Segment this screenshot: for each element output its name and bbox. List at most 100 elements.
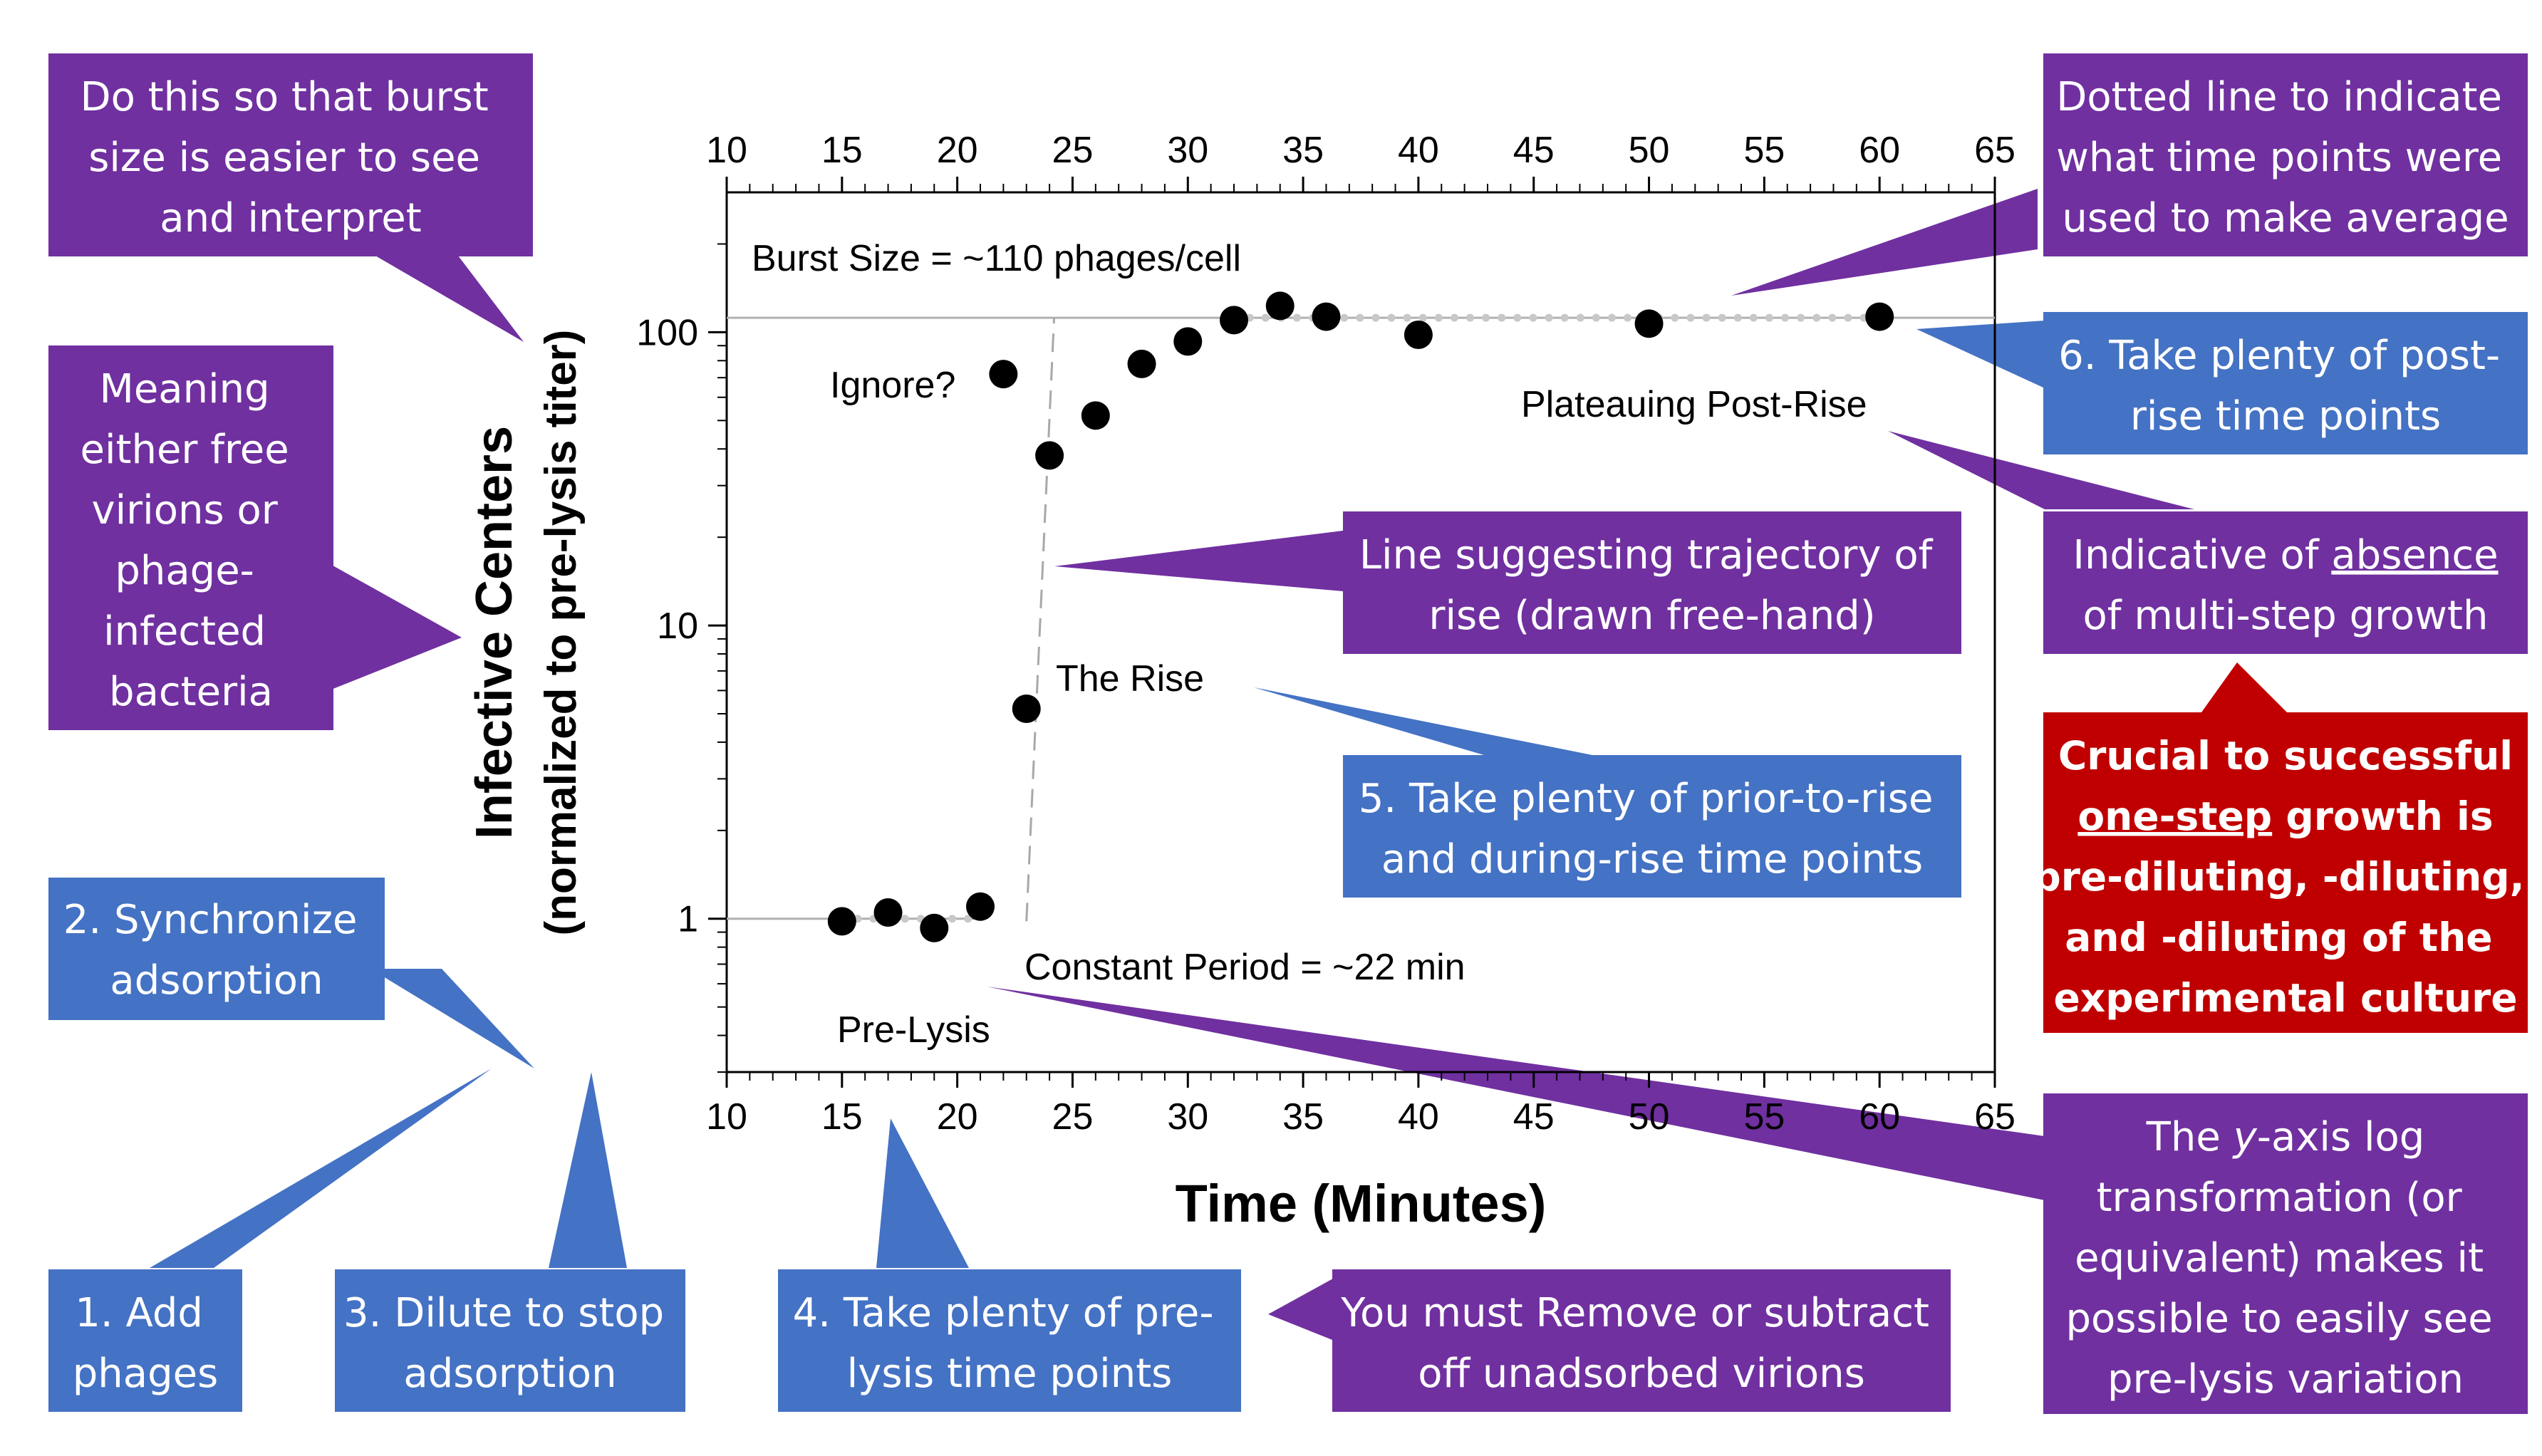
pointer-dotted-line	[1731, 189, 2038, 296]
y-tick-label: 100	[636, 312, 698, 353]
callout-remove-line: You must Remove or subtract	[1340, 1290, 1929, 1336]
pointer-multistep	[1888, 431, 2194, 509]
svg-text:pre-diluting, -diluting,: pre-diluting, -diluting, and -diluting o…	[2033, 854, 2538, 1021]
callout-meaning-line: Meaning	[100, 366, 270, 412]
callout-crucial-line2-rest: growth is	[2272, 794, 2493, 839]
data-point	[1012, 694, 1041, 723]
callout-post-rise-line: 6. Take plenty of post-	[2058, 333, 2500, 379]
callout-rise-points-line: and during-rise time points	[1381, 836, 1923, 883]
pointer-remove-unadsorbed	[1268, 1275, 1339, 1343]
x-tick-label: 15	[821, 1096, 863, 1138]
callout-prelysis-line: 4. Take plenty of pre-	[793, 1290, 1214, 1336]
callout-synchronize: 2. Synchronize adsorption	[48, 878, 385, 1020]
callout-log-line: transformation (or	[2097, 1175, 2463, 1221]
callout-dotted-line-text: used to make average	[2062, 195, 2509, 241]
callout-log-transform: The y-axis log transformation (or equiva…	[2043, 1093, 2528, 1414]
svg-text:Line suggesting trajectory of: Line suggesting trajectory of rise (draw…	[1359, 532, 1945, 639]
callout-meaning-line: either free	[81, 427, 289, 473]
svg-text:6. Take plenty of post-: 6. Take plenty of post- rise time points	[2058, 333, 2513, 440]
x-tick-label: 20	[937, 1096, 978, 1138]
callout-meaning-line: infected	[103, 608, 266, 655]
callout-log-italic: y	[2232, 1114, 2258, 1160]
x-tick-label: 10	[706, 1096, 747, 1138]
annotation-pre-lysis: Pre-Lysis	[837, 1009, 990, 1051]
annotation-rise: The Rise	[1056, 658, 1204, 700]
callout-crucial-underlined: one-step	[2077, 794, 2272, 839]
data-point	[1220, 306, 1248, 335]
callout-multistep-underlined: absence	[2331, 532, 2498, 578]
callout-log-line: pre-lysis variation	[2107, 1356, 2464, 1403]
callout-add-phages: 1. Add phages	[48, 1269, 242, 1412]
pointer-synchronize	[370, 969, 534, 1068]
callout-crucial-line: pre-diluting, -diluting,	[2033, 854, 2524, 900]
callout-pointers	[150, 189, 2287, 1343]
callout-log-line: possible to easily see	[2066, 1296, 2493, 1342]
annotation-ignore: Ignore?	[830, 365, 955, 406]
x-tick-label: 55	[1743, 1096, 1785, 1138]
pointer-burst-easier	[370, 253, 524, 342]
x-tick-label: 35	[1282, 1096, 1324, 1138]
svg-text:Indicative of absence: Indicative of absence	[2072, 532, 2498, 578]
annotation-plateau: Plateauing Post-Rise	[1521, 384, 1867, 425]
chart: 10 10 15 15 20 20 25 25 30 30 35 35 40 40 45 45 50 50 55 55…	[466, 130, 2016, 1233]
svg-text:5. Take plenty of prior-to-ris: 5. Take plenty of prior-to-rise and duri…	[1359, 776, 1946, 883]
pointer-prelysis-points	[876, 1118, 969, 1268]
x-tick-label-top: 50	[1629, 130, 1670, 171]
callout-burst-easier-line: size is easier to see	[88, 135, 480, 181]
svg-text:The y-axis log: The y-axis log	[2146, 1114, 2425, 1160]
y-axis-title: Infective Centers	[466, 426, 523, 839]
data-point	[920, 913, 949, 942]
callout-dotted-line-text: what time points were	[2056, 135, 2502, 181]
data-point	[1173, 327, 1203, 356]
callout-burst-easier-line: Do this so that burst	[81, 74, 489, 120]
callout-meaning-line: phage-	[115, 548, 254, 594]
callout-trajectory: Line suggesting trajectory of rise (draw…	[1343, 511, 1961, 654]
callout-crucial: Crucial to successful one-step growth is…	[2033, 712, 2538, 1033]
callout-post-rise-line: rise time points	[2130, 393, 2441, 440]
pointer-trajectory	[1054, 531, 1343, 591]
callout-meaning: Meaning either free virions or phage- in…	[48, 345, 333, 730]
callout-boxes: Do this so that burst size is easier to …	[48, 53, 2538, 1414]
pointer-dilute	[549, 1072, 627, 1268]
x-tick-label-top: 65	[1974, 130, 2016, 171]
callout-remove-unadsorbed: You must Remove or subtract off unadsorb…	[1332, 1269, 1951, 1412]
svg-text:2. Synchronize adsorpt: 2. Synchronize adsorption	[63, 897, 370, 1004]
x-tick-label: 60	[1859, 1096, 1900, 1138]
x-tick-label: 30	[1167, 1096, 1208, 1138]
data-points	[827, 291, 1894, 942]
data-point	[1127, 349, 1156, 378]
x-tick-label: 40	[1398, 1096, 1439, 1138]
callout-synchronize-line: 2. Synchronize	[63, 897, 358, 943]
svg-text:4. Take plenty of pre-: 4. Take plenty of pre- lysis time points	[793, 1290, 1227, 1397]
data-point	[827, 907, 856, 936]
svg-text:1. Add phages: 1. Add phages	[73, 1290, 219, 1397]
plot-frame	[725, 191, 1996, 1073]
callout-post-rise: 6. Take plenty of post- rise time points	[2043, 312, 2528, 454]
pointer-crucial[interactable]	[2201, 662, 2287, 712]
callout-dilute: 3. Dilute to stop adsorption	[335, 1269, 685, 1412]
data-point	[1081, 401, 1110, 430]
callout-burst-easier: Do this so that burst size is easier to …	[48, 53, 533, 256]
pointer-meaning	[328, 563, 462, 691]
callout-add-phages-line: phages	[73, 1351, 219, 1397]
x-axis-ticks: 10 10 15 15 20 20 25 25 30 30 35 35 40 40 45 45 50 50 55 55…	[706, 130, 2016, 1138]
pointer-post-rise	[1916, 321, 2045, 388]
data-point	[1312, 302, 1341, 331]
rise-trajectory-line	[1025, 318, 1056, 922]
data-point	[1035, 441, 1064, 470]
callout-log-line: equivalent) makes it	[2075, 1235, 2484, 1281]
data-point	[1634, 309, 1664, 338]
svg-text:You must Remove or subtract: You must Remove or subtract off unadsorb…	[1340, 1290, 1942, 1397]
y-tick-label: 1	[678, 899, 698, 940]
callout-rise-points-line: 5. Take plenty of prior-to-rise	[1359, 776, 1934, 822]
svg-text:3. Dilute to stop adso: 3. Dilute to stop adsorption	[343, 1290, 677, 1397]
callout-multistep-line2: of multi-step growth	[2083, 593, 2489, 639]
callout-remove-line: off unadsorbed virions	[1418, 1351, 1865, 1397]
callout-dilute-line: 3. Dilute to stop	[343, 1290, 664, 1336]
data-point	[1865, 302, 1894, 331]
pointer-add-phages	[150, 1068, 492, 1268]
svg-text:Meaning either free: Meaning either free virions or phage- in…	[81, 366, 302, 715]
x-tick-label-top: 10	[706, 130, 747, 171]
x-axis-title: Time (Minutes)	[1176, 1174, 1547, 1233]
